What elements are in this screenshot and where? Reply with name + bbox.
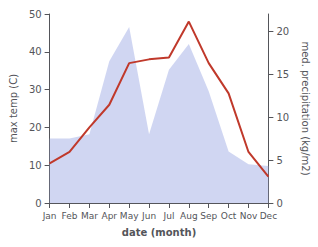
svg-text:Oct: Oct — [221, 211, 237, 221]
svg-text:20: 20 — [276, 26, 289, 37]
svg-text:Apr: Apr — [101, 211, 117, 221]
svg-text:30: 30 — [29, 84, 42, 95]
svg-text:15: 15 — [276, 69, 289, 80]
svg-text:med. precipitation (kg/m2): med. precipitation (kg/m2) — [300, 41, 311, 175]
svg-text:0: 0 — [35, 198, 41, 209]
svg-text:Nov: Nov — [240, 211, 258, 221]
svg-text:5: 5 — [276, 155, 282, 166]
svg-text:Jul: Jul — [163, 211, 175, 221]
svg-text:May: May — [120, 211, 139, 221]
svg-text:max temp (C): max temp (C) — [8, 74, 19, 143]
svg-text:0: 0 — [276, 198, 282, 209]
svg-text:10: 10 — [276, 112, 289, 123]
svg-text:Dec: Dec — [260, 211, 277, 221]
svg-text:10: 10 — [29, 160, 42, 171]
svg-text:Jun: Jun — [141, 211, 156, 221]
svg-text:Mar: Mar — [81, 211, 98, 221]
svg-text:20: 20 — [29, 122, 42, 133]
svg-text:50: 50 — [29, 9, 42, 20]
svg-text:date (month): date (month) — [122, 227, 196, 238]
svg-text:40: 40 — [29, 46, 42, 57]
svg-text:Jan: Jan — [42, 211, 57, 221]
svg-text:Sep: Sep — [200, 211, 217, 221]
svg-text:Feb: Feb — [62, 211, 78, 221]
svg-text:Aug: Aug — [180, 211, 198, 221]
